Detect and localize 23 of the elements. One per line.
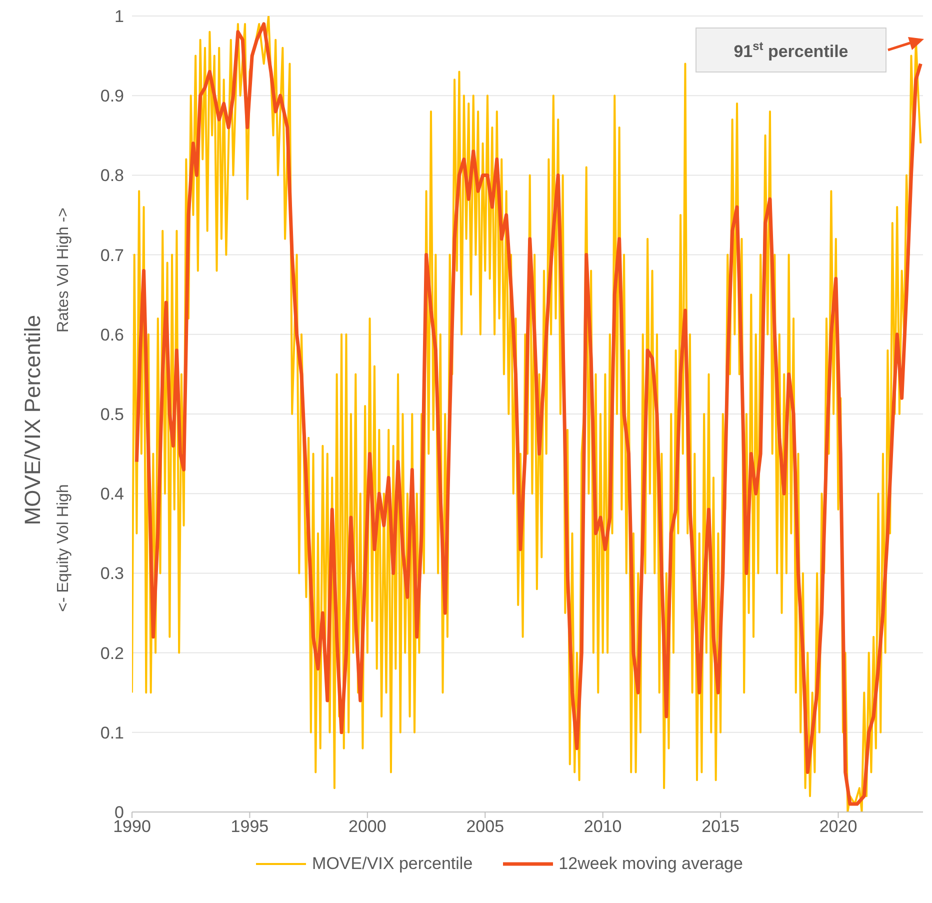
x-tick-label: 1990	[113, 817, 151, 836]
y-tick-label: 0.4	[100, 484, 124, 504]
y-tick-label: 0.9	[100, 86, 124, 106]
y-tick-label: 0.5	[100, 405, 124, 424]
y-tick-label: 0.2	[100, 644, 124, 663]
annotation: 91$^{st}$ percentile	[734, 39, 848, 61]
x-tick-label: 2020	[819, 817, 858, 836]
y-tick-label: 0.3	[100, 564, 124, 584]
y-axis-title: MOVE/VIX Percentile	[20, 314, 45, 526]
x-tick-label: 1995	[230, 817, 269, 836]
text: Rates Vol High ->	[55, 208, 72, 332]
y-tick-label: 0.6	[100, 325, 124, 344]
x-tick-label: 2005	[466, 817, 504, 836]
y-tick-label: 0.7	[100, 246, 124, 265]
x-tick-label: 2015	[702, 817, 740, 836]
y-tick-label: 1	[114, 7, 124, 26]
x-tick-label: 2010	[584, 817, 622, 836]
x-tick-label: 2000	[348, 817, 386, 836]
legend-label: 12week moving average	[558, 854, 743, 874]
text: <- Equity Vol High	[55, 484, 72, 612]
legend-label: MOVE/VIX percentile	[312, 854, 473, 874]
y-tick-label: 0.8	[100, 166, 124, 186]
y-tick-label: 0.1	[100, 723, 124, 742]
